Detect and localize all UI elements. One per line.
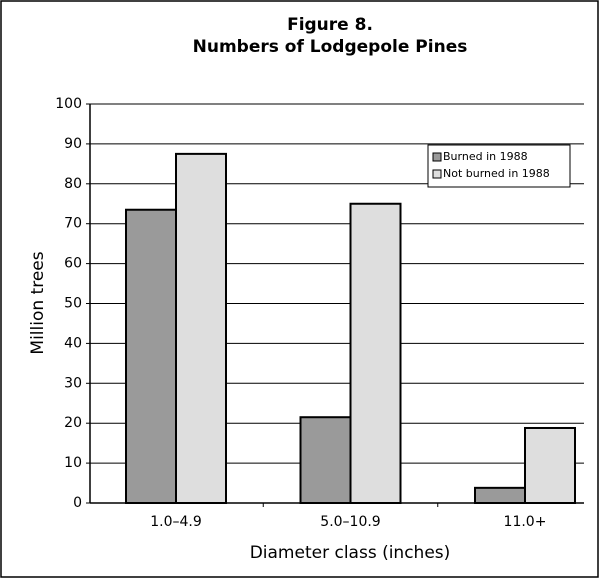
y-tick-label: 60 [64,256,82,272]
x-axis-label: Diameter class (inches) [250,543,451,563]
legend-label: Burned in 1988 [443,150,528,163]
bar [125,208,177,505]
legend-box [427,144,571,188]
bar [175,152,227,504]
x-tick-label: 5.0–10.9 [320,514,380,530]
bar [349,202,402,504]
y-tick-label: 20 [64,415,82,431]
x-tick-label: 1.0–4.9 [150,514,202,530]
chart-title: Figure 8. [287,15,373,35]
bar [524,426,576,505]
y-axis-label: Million trees [28,251,48,354]
y-tick-label: 70 [64,216,82,232]
y-tick-label: 40 [64,335,82,351]
legend-label: Not burned in 1988 [443,167,550,180]
y-tick-label: 80 [64,176,82,192]
bar [474,486,526,505]
y-tick-label: 50 [64,296,82,312]
y-tick-label: 0 [73,495,82,511]
bar [299,416,352,504]
chart-subtitle: Numbers of Lodgepole Pines [193,37,468,57]
legend-swatch [432,152,442,162]
y-tick-label: 100 [55,96,82,112]
y-tick-label: 10 [64,455,82,471]
legend-swatch [432,169,442,179]
x-tick-label: 11.0+ [504,514,547,530]
y-tick-label: 90 [64,136,82,152]
y-tick-label: 30 [64,375,82,391]
